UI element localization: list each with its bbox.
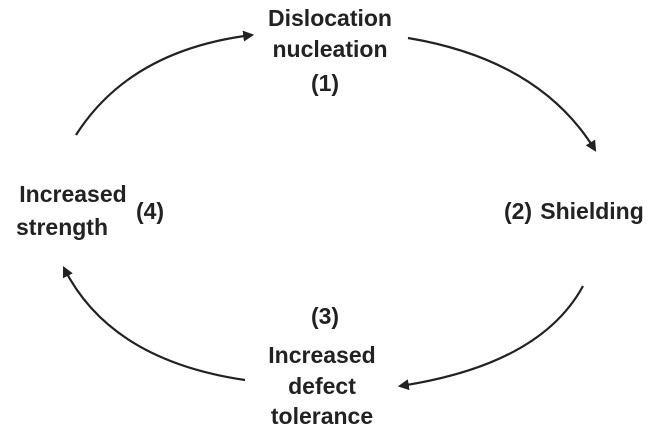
arrow bbox=[397, 285, 584, 391]
node-number: (2) bbox=[504, 198, 532, 224]
node-label: strength bbox=[16, 214, 108, 240]
node-number: (1) bbox=[311, 70, 339, 96]
node-label: nucleation bbox=[272, 36, 387, 62]
node-label: Shielding bbox=[540, 198, 644, 224]
arrow bbox=[75, 30, 255, 136]
node-label: tolerance bbox=[271, 403, 373, 429]
arrow bbox=[407, 36, 597, 152]
node-label: Increased bbox=[19, 181, 126, 207]
node-label: defect bbox=[288, 373, 356, 399]
node-label: Dislocation bbox=[268, 5, 392, 31]
node-number: (4) bbox=[136, 198, 164, 224]
arrow bbox=[63, 266, 246, 382]
node-label: Increased bbox=[268, 342, 375, 368]
node-number: (3) bbox=[311, 303, 339, 329]
